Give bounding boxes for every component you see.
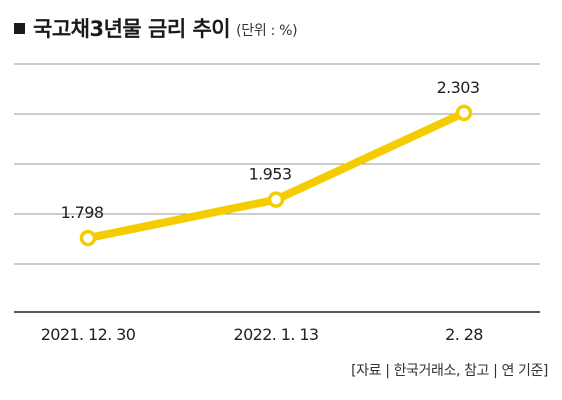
x-tick-label-1: 2021. 12. 30 xyxy=(41,325,136,344)
data-point-2 xyxy=(267,191,285,208)
data-label-1: 1.798 xyxy=(61,203,104,222)
title-bullet-icon xyxy=(14,22,25,34)
x-tick-label-2: 2022. 1. 13 xyxy=(233,325,318,344)
data-labels: 1.798 1.953 2.303 xyxy=(61,78,480,222)
chart-header: 국고채3년물 금리 추이 (단위 : %) xyxy=(14,10,298,46)
chart-title: 국고채3년물 금리 추이 xyxy=(33,17,231,41)
series xyxy=(79,104,473,247)
data-label-2: 1.953 xyxy=(249,165,292,184)
data-point-1 xyxy=(79,229,97,247)
source-note: [자료 | 한국거래소, 참고 | 연 기준] xyxy=(351,363,548,379)
x-axis-ticks: 2021. 12. 30 2022. 1. 13 2. 28 xyxy=(41,325,484,344)
data-label-3: 2.303 xyxy=(437,78,480,97)
gridlines xyxy=(14,63,540,313)
data-point-3 xyxy=(455,104,473,122)
unit-label: (단위 : %) xyxy=(236,22,298,39)
x-tick-label-3: 2. 28 xyxy=(445,325,483,344)
